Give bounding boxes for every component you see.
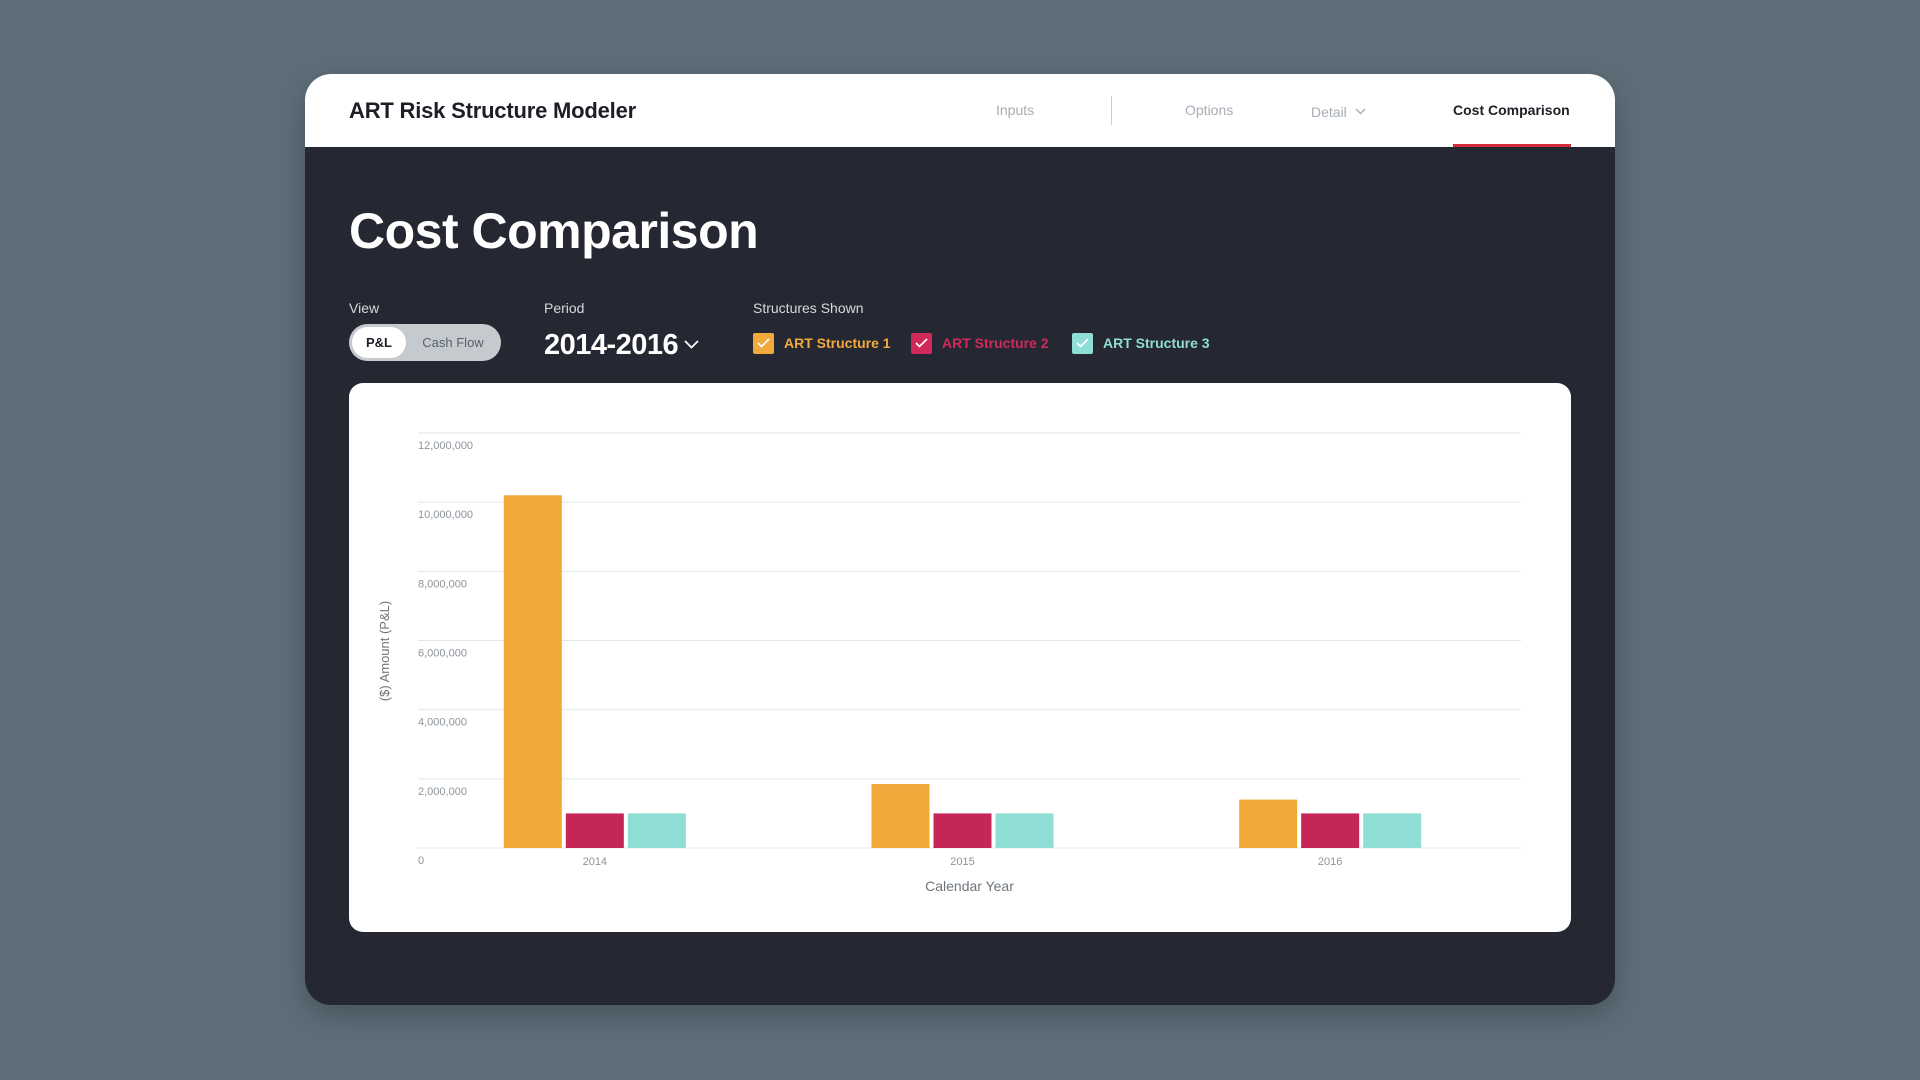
y-tick-label: 10,000,000: [418, 509, 473, 521]
bar-art-structure-2-2014: [565, 813, 624, 848]
chart-card: 0 2,000,000 4,000,000 6,000,000 8,000,000 10,…: [349, 383, 1571, 932]
nav-cost-comparison[interactable]: Cost Comparison: [1453, 102, 1570, 118]
active-tab-indicator: [1453, 144, 1571, 147]
structures-label: Structures Shown: [753, 300, 864, 316]
check-icon: [753, 332, 774, 354]
bar-art-structure-3-2016: [1363, 813, 1422, 848]
app-title: ART Risk Structure Modeler: [349, 98, 636, 123]
app-window: ART Risk Structure Modeler Inputs Option…: [305, 74, 1615, 1005]
period-dropdown[interactable]: 2014-2016: [544, 324, 699, 362]
x-axis-title: Calendar Year: [925, 878, 1014, 894]
y-tick-label: 8,000,000: [418, 578, 467, 590]
y-tick-label: 2,000,000: [418, 786, 467, 798]
view-toggle[interactable]: P&L Cash Flow: [349, 324, 501, 361]
bar-art-structure-2-2016: [1301, 813, 1360, 848]
nav-options[interactable]: Options: [1185, 102, 1234, 118]
page-title: Cost Comparison: [349, 203, 759, 259]
view-option-cash-flow[interactable]: Cash Flow: [422, 335, 484, 350]
check-icon: [911, 332, 932, 354]
nav-inputs[interactable]: Inputs: [996, 102, 1035, 118]
bar-art-structure-3-2014: [627, 813, 686, 848]
bar-art-structure-1-2015: [871, 784, 930, 848]
bar-art-structure-2-2015: [933, 813, 992, 848]
chevron-down-icon: [684, 324, 699, 357]
structure-2-label: ART Structure 2: [942, 335, 1049, 351]
period-value: 2014-2016: [544, 329, 679, 361]
bar-art-structure-1-2014: [503, 495, 562, 848]
check-icon: [1072, 332, 1093, 354]
x-tick-label: 2015: [950, 856, 974, 868]
structure-1-checkbox[interactable]: ART Structure 1: [753, 332, 891, 354]
view-label: View: [349, 300, 380, 316]
structure-1-label: ART Structure 1: [784, 335, 891, 351]
period-label: Period: [544, 300, 585, 316]
nav-divider: [1111, 96, 1112, 125]
bar-art-structure-3-2015: [995, 813, 1054, 848]
y-tick-label: 12,000,000: [418, 440, 473, 452]
bar-art-structure-1-2016: [1239, 799, 1298, 848]
chevron-down-icon: [1355, 102, 1366, 118]
y-tick-label: 6,000,000: [418, 648, 467, 660]
structure-2-checkbox[interactable]: ART Structure 2: [911, 332, 1049, 354]
y-tick-label: 0: [418, 855, 424, 867]
bar-chart: 0 2,000,000 4,000,000 6,000,000 8,000,000 10,…: [377, 432, 1521, 894]
y-axis-title: ($) Amount (P&L): [377, 601, 392, 701]
x-tick-label: 2014: [583, 856, 607, 868]
top-nav-bar: ART Risk Structure Modeler Inputs Option…: [305, 74, 1615, 147]
structure-3-label: ART Structure 3: [1103, 335, 1210, 351]
nav-detail[interactable]: Detail: [1311, 102, 1366, 120]
view-option-pnl[interactable]: P&L: [352, 327, 406, 358]
structure-3-checkbox[interactable]: ART Structure 3: [1072, 332, 1210, 354]
nav-detail-label: Detail: [1311, 104, 1347, 120]
x-tick-label: 2016: [1318, 856, 1342, 868]
y-tick-label: 4,000,000: [418, 717, 467, 729]
